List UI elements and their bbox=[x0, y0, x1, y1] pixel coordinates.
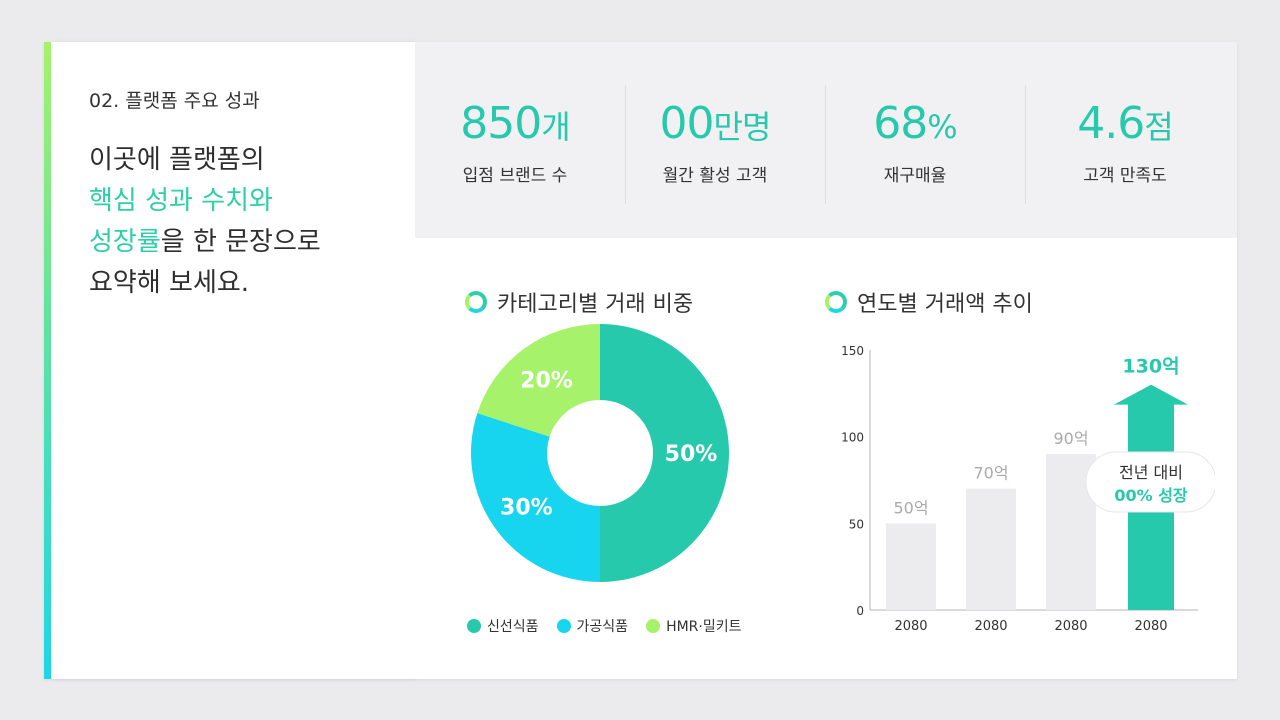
stat-label: 고객 만족도 bbox=[1083, 166, 1167, 186]
legend-swatch-hmr bbox=[646, 619, 661, 633]
stat-unit: 개 bbox=[541, 108, 570, 146]
legend-label: 가공식품 bbox=[576, 619, 629, 635]
donut-legend: 신선식품 가공식품 HMR·밀키트 bbox=[467, 616, 742, 636]
donut-slice bbox=[477, 324, 600, 437]
callout-bubble bbox=[1085, 451, 1215, 513]
stat-brands: 850개 입점 브랜드 수 bbox=[415, 98, 615, 186]
bar bbox=[966, 488, 1016, 610]
accent-bar bbox=[44, 42, 51, 679]
stat-value: 4.6점 bbox=[1025, 98, 1225, 153]
ring-icon bbox=[465, 291, 487, 313]
donut-title-text: 카테고리별 거래 비중 bbox=[497, 292, 694, 317]
donut-slice bbox=[600, 324, 729, 582]
x-tick-label: 2080 bbox=[1134, 619, 1167, 634]
legend-swatch-fresh bbox=[467, 619, 481, 633]
legend-label: HMR·밀키트 bbox=[666, 619, 742, 635]
y-tick-label: 100 bbox=[841, 431, 864, 445]
stat-unit: 점 bbox=[1144, 108, 1173, 146]
headline-line-4: 요약해 보세요. bbox=[89, 268, 250, 298]
headline-line-2: 핵심 성과 수치와 bbox=[89, 186, 273, 216]
legend-item: 가공식품 bbox=[556, 616, 629, 636]
bar-value-label: 90억 bbox=[1053, 429, 1088, 448]
legend-item: HMR·밀키트 bbox=[646, 616, 742, 636]
callout-line-2: 00% 성장 bbox=[1114, 486, 1188, 505]
stat-label: 월간 활성 고객 bbox=[662, 166, 768, 186]
donut-slice-label: 50% bbox=[665, 442, 718, 467]
headline-line-3-rest: 을 한 문장으로 bbox=[160, 227, 321, 257]
donut-chart-title: 카테고리별 거래 비중 bbox=[465, 286, 693, 318]
stat-repurchase: 68% 재구매율 bbox=[815, 98, 1015, 186]
divider bbox=[625, 86, 626, 204]
bar-value-label: 50억 bbox=[893, 498, 928, 517]
stat-value: 850개 bbox=[415, 98, 615, 153]
x-tick-label: 2080 bbox=[1054, 619, 1087, 634]
x-tick-label: 2080 bbox=[894, 619, 927, 634]
stat-number: 00 bbox=[659, 98, 715, 149]
y-tick-label: 0 bbox=[856, 604, 864, 618]
bar-value-label: 70억 bbox=[973, 464, 1008, 483]
headline-line-1: 이곳에 플랫폼의 bbox=[89, 145, 265, 175]
legend-label: 신선식품 bbox=[487, 619, 539, 635]
stat-unit: % bbox=[927, 108, 957, 146]
divider bbox=[825, 86, 826, 204]
stat-value: 00만명 bbox=[615, 98, 815, 153]
donut-slice bbox=[471, 413, 600, 582]
donut-slice-label: 20% bbox=[520, 368, 573, 393]
growth-callout: 전년 대비 00% 성장 bbox=[1085, 451, 1215, 513]
bar-chart-title: 연도별 거래액 추이 bbox=[825, 286, 1033, 318]
stat-active-users: 00만명 월간 활성 고객 bbox=[615, 98, 815, 186]
y-tick-label: 50 bbox=[849, 517, 864, 531]
headline: 이곳에 플랫폼의 핵심 성과 수치와 성장률을 한 문장으로 요약해 보세요. bbox=[89, 140, 409, 304]
callout-line-1: 전년 대비 bbox=[1119, 463, 1183, 482]
divider bbox=[1025, 86, 1026, 204]
x-tick-label: 2080 bbox=[974, 619, 1007, 634]
y-tick-label: 150 bbox=[841, 344, 864, 358]
donut-chart: 50% 30% 20% bbox=[471, 324, 729, 582]
bar-chart: 0 50 100 150 50억 2080 70억 2080 90억 2080 130억 2080 전년… bbox=[841, 344, 1215, 634]
stat-number: 4.6 bbox=[1077, 98, 1145, 149]
stat-satisfaction: 4.6점 고객 만족도 bbox=[1025, 98, 1225, 186]
headline-highlight: 성장률 bbox=[89, 227, 161, 257]
stats-row: 850개 입점 브랜드 수 00만명 월간 활성 고객 68% 재구매율 4.6… bbox=[415, 42, 1237, 238]
stat-number: 68 bbox=[873, 98, 928, 149]
charts-area: 카테고리별 거래 비중 연도별 거래액 추이 50% 30% 20% 신선식품 가공… bbox=[415, 238, 1237, 679]
stat-unit: 만명 bbox=[713, 108, 772, 146]
bar-title-text: 연도별 거래액 추이 bbox=[857, 292, 1033, 317]
headline-line-3: 성장률을 한 문장으로 bbox=[89, 222, 409, 263]
legend-item: 신선식품 bbox=[467, 616, 539, 636]
summary-panel: 02. 플랫폼 주요 성과 이곳에 플랫폼의 핵심 성과 수치와 성장률을 한 … bbox=[51, 42, 415, 679]
stat-number: 850 bbox=[460, 98, 542, 149]
bar-value-label: 130억 bbox=[1122, 356, 1179, 378]
donut-slice-label: 30% bbox=[500, 495, 553, 520]
stat-value: 68% bbox=[815, 98, 1015, 153]
ring-icon bbox=[825, 291, 847, 313]
stat-label: 입점 브랜드 수 bbox=[462, 166, 568, 186]
slide-card: 02. 플랫폼 주요 성과 이곳에 플랫폼의 핵심 성과 수치와 성장률을 한 … bbox=[44, 42, 1237, 679]
stat-label: 재구매율 bbox=[883, 166, 947, 186]
section-label: 02. 플랫폼 주요 성과 bbox=[89, 90, 260, 112]
legend-swatch-processed bbox=[556, 619, 571, 633]
bar bbox=[886, 523, 936, 610]
